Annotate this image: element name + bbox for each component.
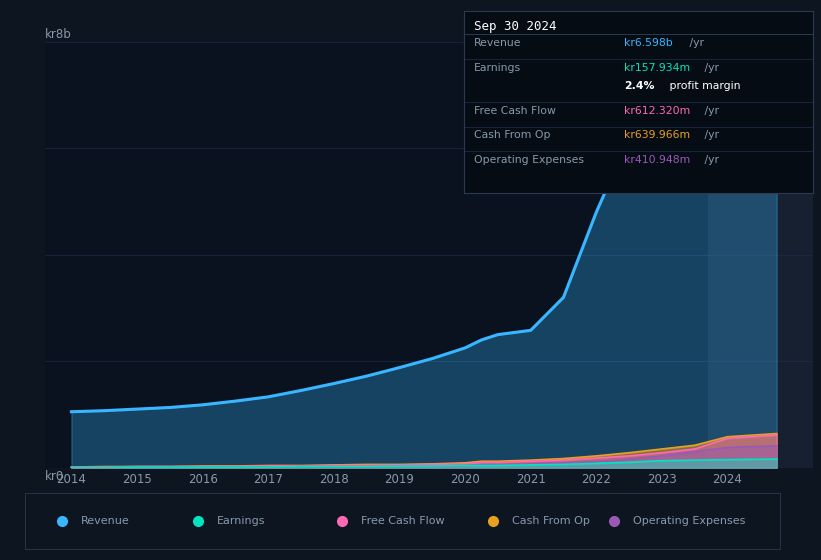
Text: Cash From Op: Cash From Op xyxy=(475,130,551,141)
Text: Earnings: Earnings xyxy=(218,516,266,526)
Text: /yr: /yr xyxy=(701,130,719,141)
Text: Free Cash Flow: Free Cash Flow xyxy=(475,106,556,116)
Text: Operating Expenses: Operating Expenses xyxy=(633,516,745,526)
Text: Earnings: Earnings xyxy=(475,63,521,73)
Text: Sep 30 2024: Sep 30 2024 xyxy=(475,20,557,33)
Text: /yr: /yr xyxy=(701,155,719,165)
Text: kr6.598b: kr6.598b xyxy=(624,38,673,48)
Text: Operating Expenses: Operating Expenses xyxy=(475,155,585,165)
Text: Revenue: Revenue xyxy=(81,516,130,526)
Text: kr612.320m: kr612.320m xyxy=(624,106,690,116)
Text: kr410.948m: kr410.948m xyxy=(624,155,690,165)
Text: 2.4%: 2.4% xyxy=(624,81,655,91)
Text: kr157.934m: kr157.934m xyxy=(624,63,690,73)
Text: /yr: /yr xyxy=(701,63,719,73)
Text: kr8b: kr8b xyxy=(45,28,72,41)
Text: /yr: /yr xyxy=(701,106,719,116)
Text: kr0: kr0 xyxy=(45,470,64,483)
Text: Cash From Op: Cash From Op xyxy=(511,516,589,526)
Text: kr639.966m: kr639.966m xyxy=(624,130,690,141)
Text: Free Cash Flow: Free Cash Flow xyxy=(360,516,444,526)
Text: /yr: /yr xyxy=(686,38,704,48)
Text: profit margin: profit margin xyxy=(667,81,741,91)
Text: Revenue: Revenue xyxy=(475,38,522,48)
Bar xyxy=(708,42,813,468)
